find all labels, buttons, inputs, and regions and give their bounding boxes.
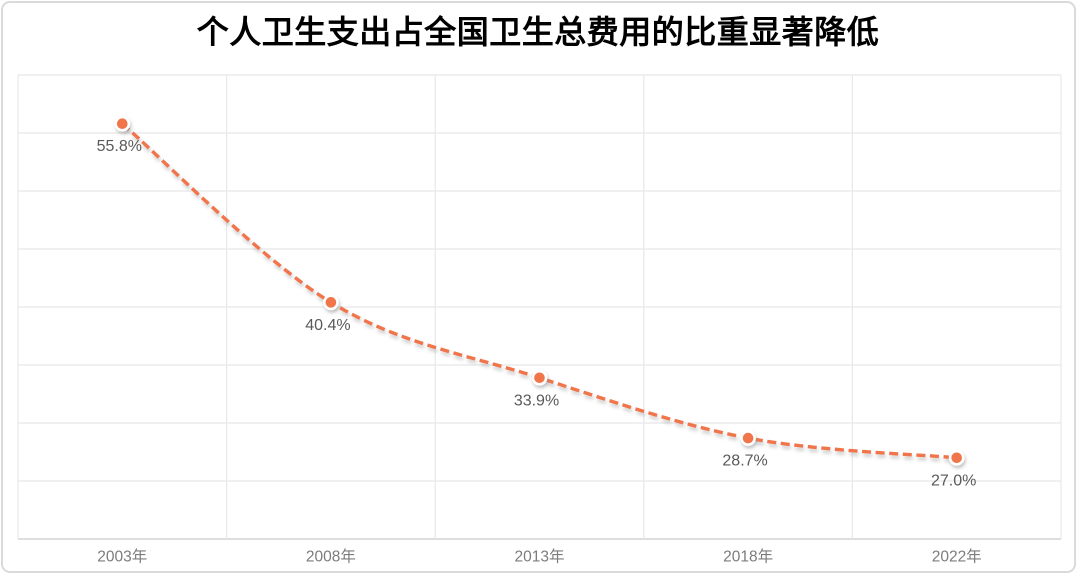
data-label-2022年: 27.0% — [931, 472, 976, 489]
data-label-2013年: 33.9% — [514, 392, 559, 409]
data-point-2008年 — [322, 294, 339, 311]
x-axis-label-2008年: 2008年 — [306, 548, 356, 566]
x-axis-label-2018年: 2018年 — [723, 548, 773, 566]
x-axis-label-2022年: 2022年 — [932, 548, 982, 566]
data-point-2022年 — [948, 449, 965, 466]
chart-title: 个人卫生支出占全国卫生总费用的比重显著降低 — [196, 14, 880, 50]
x-axis-label-2013年: 2013年 — [515, 548, 565, 566]
x-axis-label-2003年: 2003年 — [97, 548, 147, 566]
data-point-2003年 — [114, 115, 131, 132]
data-label-2003年: 55.8% — [97, 138, 142, 155]
data-point-2013年 — [531, 369, 548, 386]
data-label-2018年: 28.7% — [722, 453, 767, 470]
data-label-2008年: 40.4% — [305, 317, 350, 334]
chart-card — [1, 1, 1076, 573]
data-point-2018年 — [740, 430, 756, 446]
